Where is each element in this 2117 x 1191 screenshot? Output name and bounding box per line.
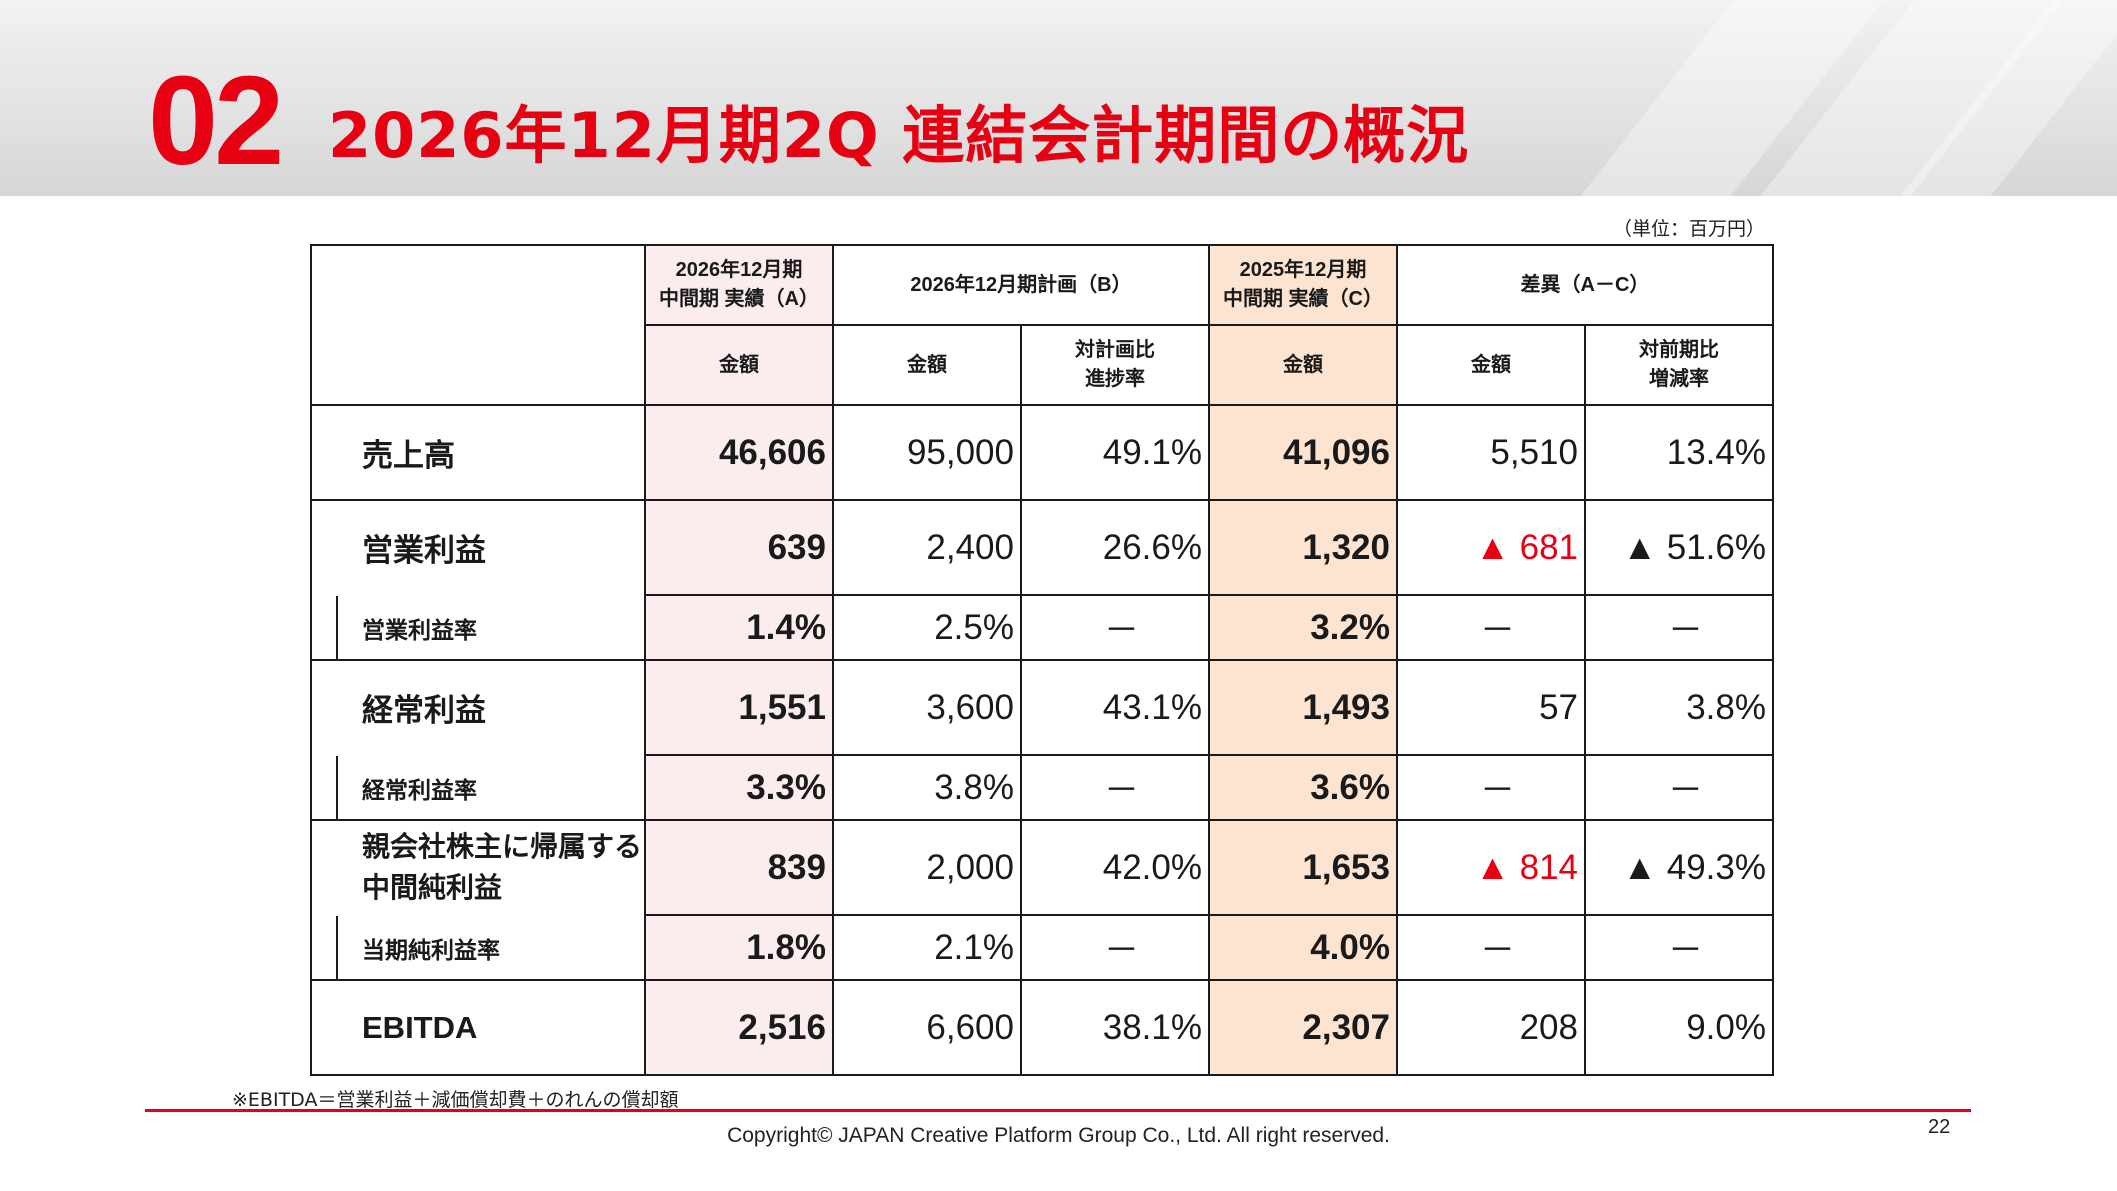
- cell-d-rate: 13.4%: [1584, 404, 1774, 501]
- cell-a: 839: [644, 819, 834, 916]
- cell-c: 1,653: [1208, 819, 1398, 916]
- table-row-ord-income: 経常利益 1,551 3,600 43.1% 1,493 57 3.8%: [310, 659, 1774, 756]
- cell-c: 1,493: [1208, 659, 1398, 756]
- cell-a: 1.4%: [644, 594, 834, 661]
- row-label: 経常利益: [310, 659, 646, 755]
- cell-b-rate: －: [1020, 594, 1210, 661]
- col-header-c: 2025年12月期 中間期 実績（C）: [1208, 244, 1398, 326]
- cell-c: 41,096: [1208, 404, 1398, 501]
- cell-b: 3,600: [832, 659, 1022, 756]
- table-row-net-margin: 当期純利益率 1.8% 2.1% － 4.0% － －: [310, 914, 1774, 981]
- cell-c: 3.2%: [1208, 594, 1398, 661]
- sub-header-b-amount: 金額: [832, 324, 1022, 406]
- row-label: 営業利益率: [336, 594, 646, 661]
- cell-d-rate: ▲ 51.6%: [1584, 499, 1774, 596]
- cell-b: 2.1%: [832, 914, 1022, 981]
- corner-cell: [310, 244, 646, 406]
- cell-d-rate: 9.0%: [1584, 979, 1774, 1076]
- cell-d: －: [1396, 914, 1586, 981]
- cell-d-rate: ▲ 49.3%: [1584, 819, 1774, 916]
- cell-b-rate: 43.1%: [1020, 659, 1210, 756]
- indent-cell: [310, 595, 338, 661]
- sub-header-d-change: 対前期比 増減率: [1584, 324, 1774, 406]
- table-row-ebitda: EBITDA 2,516 6,600 38.1% 2,307 208 9.0%: [310, 979, 1774, 1076]
- col-header-a: 2026年12月期 中間期 実績（A）: [644, 244, 834, 326]
- table-row-sales: 売上高 46,606 95,000 49.1% 41,096 5,510 13.…: [310, 404, 1774, 501]
- cell-b-rate: 26.6%: [1020, 499, 1210, 596]
- cell-d: ▲ 814: [1396, 819, 1586, 916]
- financial-summary-table: 2026年12月期 中間期 実績（A） 2026年12月期計画（B） 2025年…: [310, 244, 1774, 1076]
- header-band: [0, 0, 2117, 196]
- cell-a: 2,516: [644, 979, 834, 1076]
- cell-b: 2,400: [832, 499, 1022, 596]
- cell-d: －: [1396, 754, 1586, 821]
- indent-cell: [310, 915, 338, 981]
- row-label: 当期純利益率: [336, 914, 646, 981]
- cell-b: 2,000: [832, 819, 1022, 916]
- row-label: 営業利益: [310, 499, 646, 595]
- row-label: EBITDA: [310, 979, 646, 1076]
- cell-b-rate: 38.1%: [1020, 979, 1210, 1076]
- cell-b-rate: 49.1%: [1020, 404, 1210, 501]
- footer-divider: [145, 1109, 1971, 1112]
- col-header-b: 2026年12月期計画（B）: [832, 244, 1210, 326]
- cell-a: 1,551: [644, 659, 834, 756]
- copyright: Copyright© JAPAN Creative Platform Group…: [727, 1124, 1390, 1147]
- cell-d: 208: [1396, 979, 1586, 1076]
- cell-c: 4.0%: [1208, 914, 1398, 981]
- cell-a: 3.3%: [644, 754, 834, 821]
- cell-d: 5,510: [1396, 404, 1586, 501]
- cell-b-rate: －: [1020, 754, 1210, 821]
- cell-c: 3.6%: [1208, 754, 1398, 821]
- cell-a: 1.8%: [644, 914, 834, 981]
- sub-header-c-amount: 金額: [1208, 324, 1398, 406]
- table-row-op-income: 営業利益 639 2,400 26.6% 1,320 ▲ 681 ▲ 51.6%: [310, 499, 1774, 596]
- page-title: 2026年12月期2Q 連結会計期間の概況: [328, 99, 1470, 172]
- cell-b: 3.8%: [832, 754, 1022, 821]
- cell-b-rate: 42.0%: [1020, 819, 1210, 916]
- sub-header-a-amount: 金額: [644, 324, 834, 406]
- page-number: 22: [1928, 1116, 1951, 1138]
- cell-c: 2,307: [1208, 979, 1398, 1076]
- unit-note: （単位：百万円）: [1612, 218, 1765, 240]
- cell-d-rate: －: [1584, 594, 1774, 661]
- indent-cell: [310, 755, 338, 821]
- cell-a: 639: [644, 499, 834, 596]
- cell-c: 1,320: [1208, 499, 1398, 596]
- section-number: 02: [148, 50, 284, 191]
- row-label: 売上高: [310, 404, 646, 501]
- cell-d: ▲ 681: [1396, 499, 1586, 596]
- table-row-ord-margin: 経常利益率 3.3% 3.8% － 3.6% － －: [310, 754, 1774, 821]
- sub-header-b-progress: 対計画比 進捗率: [1020, 324, 1210, 406]
- cell-b: 95,000: [832, 404, 1022, 501]
- cell-a: 46,606: [644, 404, 834, 501]
- cell-b: 6,600: [832, 979, 1022, 1076]
- row-label: 親会社株主に帰属する 中間純利益: [310, 819, 646, 915]
- header-row-1: 2026年12月期 中間期 実績（A） 2026年12月期計画（B） 2025年…: [310, 244, 1774, 406]
- header-row-2: 金額 金額 対計画比 進捗率 金額 金額 対前期比 増減率: [311, 324, 1774, 406]
- cell-b-rate: －: [1020, 914, 1210, 981]
- cell-d: 57: [1396, 659, 1586, 756]
- sub-header-d-amount: 金額: [1396, 324, 1586, 406]
- row-label: 経常利益率: [336, 754, 646, 821]
- table-row-op-margin: 営業利益率 1.4% 2.5% － 3.2% － －: [310, 594, 1774, 661]
- col-header-d: 差異（A－C）: [1396, 244, 1774, 326]
- footnote: ※EBITDA＝営業利益＋減価償却費＋のれんの償却額: [232, 1089, 679, 1111]
- cell-d-rate: －: [1584, 914, 1774, 981]
- cell-d-rate: －: [1584, 754, 1774, 821]
- cell-b: 2.5%: [832, 594, 1022, 661]
- cell-d: －: [1396, 594, 1586, 661]
- cell-d-rate: 3.8%: [1584, 659, 1774, 756]
- table-row-net-income: 親会社株主に帰属する 中間純利益 839 2,000 42.0% 1,653 ▲…: [310, 819, 1774, 916]
